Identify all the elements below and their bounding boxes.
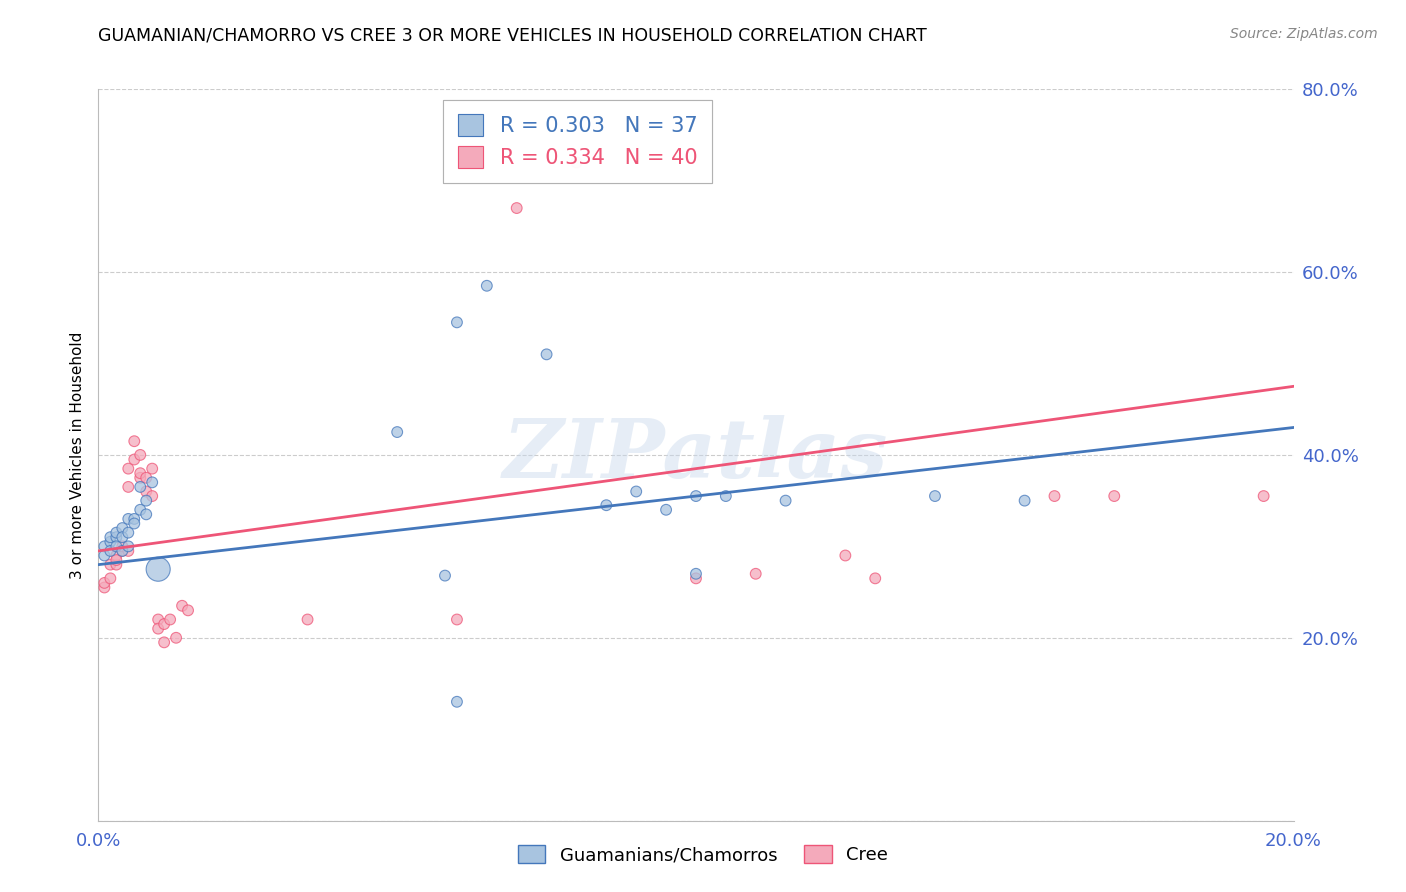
Text: GUAMANIAN/CHAMORRO VS CREE 3 OR MORE VEHICLES IN HOUSEHOLD CORRELATION CHART: GUAMANIAN/CHAMORRO VS CREE 3 OR MORE VEH… [98,27,927,45]
Point [117,461,139,475]
Point [1043,489,1066,503]
Point [105,558,128,572]
Point [117,512,139,526]
Point [865,571,887,585]
Point [100,558,122,572]
Point [117,544,139,558]
Point [148,622,170,636]
Point [124,512,146,526]
Point [297,613,319,627]
Point [93,576,115,591]
Point [626,484,648,499]
Y-axis label: 3 or more Vehicles in Household: 3 or more Vehicles in Household [69,331,84,579]
Point [685,571,707,585]
Point [924,489,946,503]
Point [135,493,157,508]
Point [124,434,146,449]
Point [105,530,128,544]
Point [93,539,115,553]
Point [565,155,588,169]
Point [446,315,468,329]
Point [124,516,146,531]
Point [100,534,122,549]
Point [129,448,152,462]
Point [159,613,181,627]
Point [117,480,139,494]
Point [111,544,134,558]
Point [506,201,529,215]
Point [775,493,797,508]
Point [129,480,152,494]
Point [129,471,152,485]
Point [385,425,409,439]
Point [177,603,200,617]
Point [129,502,152,516]
Point [595,498,617,512]
Point [100,571,122,585]
Point [685,489,707,503]
Point [105,549,128,563]
Text: ZIPatlas: ZIPatlas [503,415,889,495]
Point [475,278,498,293]
Point [1253,489,1275,503]
Point [111,544,134,558]
Point [165,631,187,645]
Point [93,581,115,595]
Point [100,544,122,558]
Point [434,568,457,582]
Point [117,525,139,540]
Point [536,347,558,361]
Point [834,549,856,563]
Legend: Guamanians/Chamorros, Cree: Guamanians/Chamorros, Cree [503,830,903,879]
Point [446,695,468,709]
Point [100,530,122,544]
Point [655,502,678,516]
Point [141,461,163,475]
Point [111,521,134,535]
Point [148,562,170,576]
Point [111,530,134,544]
Point [111,539,134,553]
Point [117,539,139,553]
Point [172,599,194,613]
Point [148,613,170,627]
Point [1014,493,1036,508]
Point [745,566,768,581]
Point [129,466,152,480]
Point [93,549,115,563]
Point [135,471,157,485]
Point [105,553,128,567]
Point [135,508,157,522]
Point [141,489,163,503]
Point [141,475,163,490]
Point [685,566,707,581]
Legend: R = 0.303   N = 37, R = 0.334   N = 40: R = 0.303 N = 37, R = 0.334 N = 40 [443,100,711,183]
Point [1104,489,1126,503]
Point [105,525,128,540]
Point [714,489,737,503]
Point [135,484,157,499]
Text: Source: ZipAtlas.com: Source: ZipAtlas.com [1230,27,1378,41]
Point [153,617,176,632]
Point [446,613,468,627]
Point [124,452,146,467]
Point [153,635,176,649]
Point [105,539,128,553]
